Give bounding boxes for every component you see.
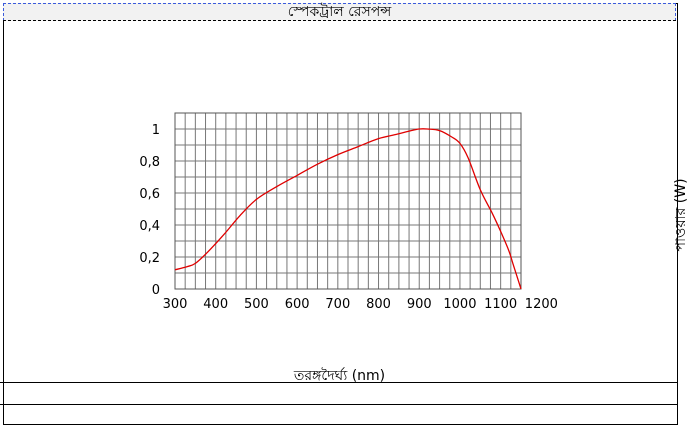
y-tick-label: 0	[152, 283, 160, 298]
y-tick-label: 0,8	[139, 155, 160, 170]
x-tick-label: 900	[407, 297, 432, 312]
x-tick-label: 1100	[484, 297, 517, 312]
x-tick-label: 800	[366, 297, 391, 312]
x-tick-label: 600	[285, 297, 310, 312]
x-tick-label: 300	[163, 297, 188, 312]
y-tick-label: 1	[152, 123, 160, 138]
x-tick-label: 1200	[525, 297, 558, 312]
y-tick-label: 0,2	[139, 251, 160, 266]
x-tick-label: 700	[325, 297, 350, 312]
x-axis-label: তরঙ্গদৈর্ঘ্য (nm)	[293, 368, 386, 384]
series-layer	[174, 128, 522, 290]
x-tick-label: 1000	[443, 297, 476, 312]
title-divider	[3, 20, 676, 21]
table-row-divider	[0, 382, 677, 383]
y-tick-labels: 0 0,2 0,4 0,6 0,8 1	[139, 123, 160, 298]
spectral-response-line	[174, 128, 522, 290]
x-tick-label: 500	[244, 297, 269, 312]
table-row-divider	[0, 404, 677, 405]
x-tick-label: 400	[203, 297, 228, 312]
plot-area-frame	[174, 112, 522, 290]
plot-area-border	[174, 112, 522, 290]
x-tick-labels: 300 400 500 600 700 800 900 1000 1100 1200	[163, 297, 558, 312]
chart-grid	[174, 112, 522, 290]
y-tick-label: 0,4	[139, 219, 160, 234]
y-tick-label: 0,6	[139, 187, 160, 202]
y-axis-label: পাওয়ার (W)	[673, 178, 689, 252]
